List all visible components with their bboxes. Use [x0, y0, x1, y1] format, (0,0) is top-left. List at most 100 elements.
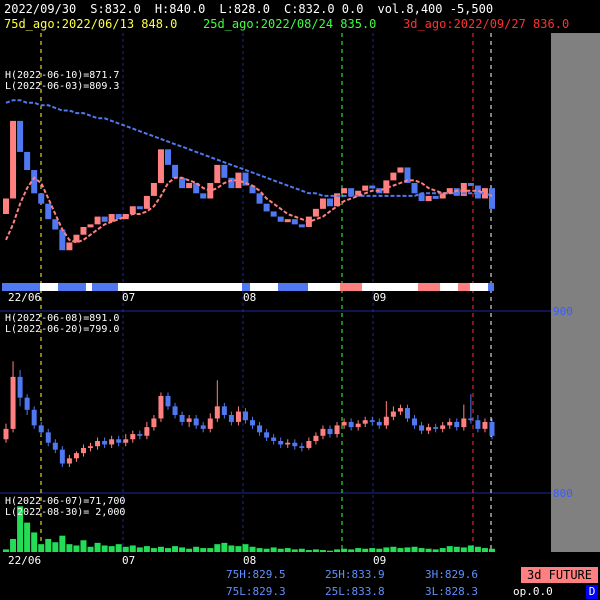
candle-body	[362, 420, 368, 424]
volume-bar	[334, 549, 341, 552]
panel1-block	[193, 182, 200, 194]
candle-body	[200, 425, 206, 429]
candle-body	[95, 441, 101, 447]
volume-bar	[277, 548, 284, 552]
panel1-block	[73, 234, 80, 243]
panel1-block	[355, 190, 362, 196]
panel1-block	[418, 193, 425, 202]
panel3-high-annotation: H(2022-06-07)=71,700	[5, 496, 126, 507]
candle-body	[440, 425, 446, 429]
panel1-block	[101, 216, 108, 222]
candle-body	[24, 397, 30, 410]
trend-strip-segment	[242, 283, 250, 291]
candle-body	[10, 376, 16, 429]
candle-body	[419, 425, 425, 431]
volume-bar	[460, 547, 467, 552]
panel1-block	[439, 193, 446, 199]
volume-bar	[59, 535, 66, 552]
volume-bar	[122, 546, 129, 552]
header-volume: vol.8,400 -5,500	[377, 2, 494, 16]
candle-body	[123, 439, 129, 443]
candle-body	[137, 434, 143, 436]
panel1-block	[214, 164, 221, 183]
footer-25h: 25H:833.9	[325, 568, 385, 581]
volume-bar	[221, 542, 228, 552]
candle-body	[461, 418, 467, 428]
panel1-block	[186, 182, 193, 189]
volume-bar	[66, 544, 73, 552]
candle-body	[193, 418, 199, 426]
panel2-high-annotation: H(2022-06-08)=891.0	[5, 313, 120, 324]
panel1-block	[312, 208, 319, 217]
volume-bar	[355, 548, 362, 552]
trend-strip-segment	[58, 283, 86, 291]
volume-bar	[390, 546, 397, 552]
candle-body	[59, 449, 65, 464]
price-label-800: 800	[553, 487, 573, 500]
header-date: 2022/09/30	[4, 2, 77, 16]
volume-bar	[143, 546, 150, 552]
trend-strip-segment	[92, 283, 118, 291]
volume-bar	[31, 532, 38, 552]
volume-bar	[101, 545, 108, 552]
volume-bar	[10, 538, 17, 552]
candle-body	[102, 441, 108, 445]
sidebar-panel	[551, 33, 600, 552]
trend-strip-segment	[308, 283, 340, 291]
footer-3h: 3H:829.6	[425, 568, 478, 581]
volume-bar	[270, 547, 277, 552]
candle-body	[489, 421, 495, 436]
candle-body	[151, 418, 157, 428]
candle-body	[271, 437, 277, 441]
candle-body	[292, 442, 298, 447]
panel1-block	[66, 242, 73, 251]
panel1-block	[341, 188, 348, 194]
header-low: L:828.0	[219, 2, 270, 16]
future-badge[interactable]: 3d FUTURE	[521, 567, 598, 583]
panel1-block	[489, 188, 495, 209]
candle-body	[390, 411, 396, 417]
panel1-block	[362, 185, 369, 191]
volume-bar	[52, 542, 59, 552]
d-button[interactable]: D	[586, 585, 598, 599]
candle-body	[186, 418, 192, 422]
candle-body	[433, 427, 439, 429]
panel1-block	[348, 188, 355, 196]
month-label-top-0: 22/06	[8, 291, 42, 304]
panel1-block	[291, 219, 298, 225]
volume-bar	[291, 549, 298, 552]
candle-body	[412, 418, 418, 426]
volume-bar	[242, 544, 249, 552]
volume-bar	[150, 548, 157, 552]
panel1-block	[390, 172, 397, 181]
volume-bar	[298, 548, 305, 552]
candle-body	[404, 408, 410, 419]
candle-body	[130, 434, 136, 440]
volume-bar	[418, 548, 425, 552]
volume-bar	[136, 547, 143, 552]
candle-body	[165, 395, 171, 407]
volume-bar	[179, 547, 186, 552]
month-label-bottom-0: 22/06	[8, 554, 42, 567]
panel1-block	[383, 180, 390, 194]
panel1-block	[87, 224, 94, 228]
candle-body	[17, 376, 23, 398]
volume-bar	[129, 545, 136, 552]
month-label-bottom-2: 08	[243, 554, 257, 567]
panel1-block	[298, 224, 305, 228]
trend-strip-segment	[440, 283, 458, 291]
panel1-block	[369, 185, 376, 189]
panel1-high-annotation: H(2022-06-10)=871.7	[5, 70, 120, 81]
candle-body	[73, 453, 79, 459]
candle-body	[369, 420, 375, 422]
candle-body	[482, 421, 488, 429]
panel1-block	[256, 193, 263, 204]
candle-body	[355, 423, 361, 428]
candle-body	[52, 442, 58, 450]
panel1-block	[3, 198, 9, 215]
candle-body	[426, 427, 432, 431]
candle-body	[299, 446, 305, 448]
volume-bar	[172, 546, 179, 552]
ago-25d: 25d_ago:2022/08/24 835.0	[203, 17, 377, 31]
